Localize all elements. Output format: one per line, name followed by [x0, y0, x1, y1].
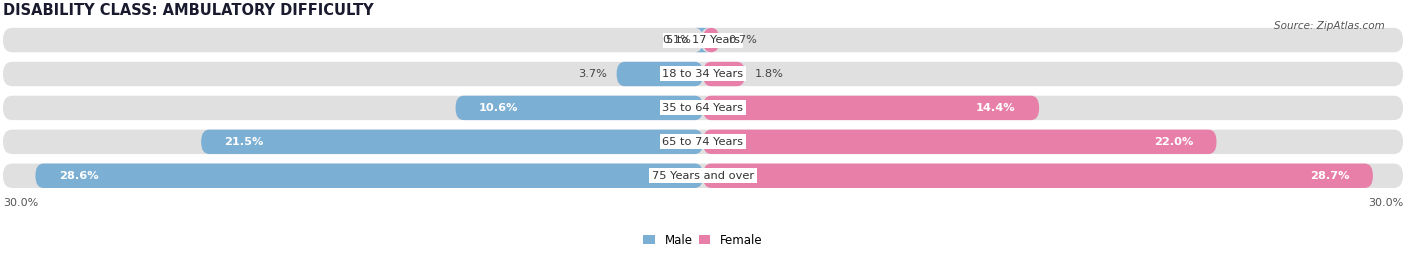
FancyBboxPatch shape — [617, 62, 703, 86]
Text: 0.7%: 0.7% — [728, 35, 758, 45]
Text: 1.8%: 1.8% — [755, 69, 783, 79]
FancyBboxPatch shape — [201, 130, 703, 154]
Text: 18 to 34 Years: 18 to 34 Years — [662, 69, 744, 79]
FancyBboxPatch shape — [703, 96, 1039, 120]
Text: DISABILITY CLASS: AMBULATORY DIFFICULTY: DISABILITY CLASS: AMBULATORY DIFFICULTY — [3, 3, 374, 18]
FancyBboxPatch shape — [456, 96, 703, 120]
Text: 22.0%: 22.0% — [1154, 137, 1194, 147]
FancyBboxPatch shape — [703, 62, 745, 86]
Text: 3.7%: 3.7% — [578, 69, 607, 79]
FancyBboxPatch shape — [703, 163, 1372, 188]
FancyBboxPatch shape — [3, 130, 1403, 154]
Text: 14.4%: 14.4% — [976, 103, 1015, 113]
Text: 10.6%: 10.6% — [479, 103, 519, 113]
Text: 5 to 17 Years: 5 to 17 Years — [666, 35, 740, 45]
Text: 28.7%: 28.7% — [1310, 171, 1350, 181]
Text: 75 Years and over: 75 Years and over — [652, 171, 754, 181]
Text: 30.0%: 30.0% — [1368, 198, 1403, 208]
FancyBboxPatch shape — [695, 28, 709, 52]
FancyBboxPatch shape — [35, 163, 703, 188]
Text: 65 to 74 Years: 65 to 74 Years — [662, 137, 744, 147]
Text: 30.0%: 30.0% — [3, 198, 38, 208]
FancyBboxPatch shape — [703, 28, 720, 52]
FancyBboxPatch shape — [3, 96, 1403, 120]
FancyBboxPatch shape — [3, 62, 1403, 86]
Text: Source: ZipAtlas.com: Source: ZipAtlas.com — [1274, 21, 1385, 31]
FancyBboxPatch shape — [3, 28, 1403, 52]
Text: 28.6%: 28.6% — [59, 171, 98, 181]
FancyBboxPatch shape — [703, 130, 1216, 154]
Text: 21.5%: 21.5% — [225, 137, 264, 147]
Text: 35 to 64 Years: 35 to 64 Years — [662, 103, 744, 113]
Legend: Male, Female: Male, Female — [638, 229, 768, 251]
FancyBboxPatch shape — [3, 163, 1403, 188]
Text: 0.1%: 0.1% — [662, 35, 692, 45]
